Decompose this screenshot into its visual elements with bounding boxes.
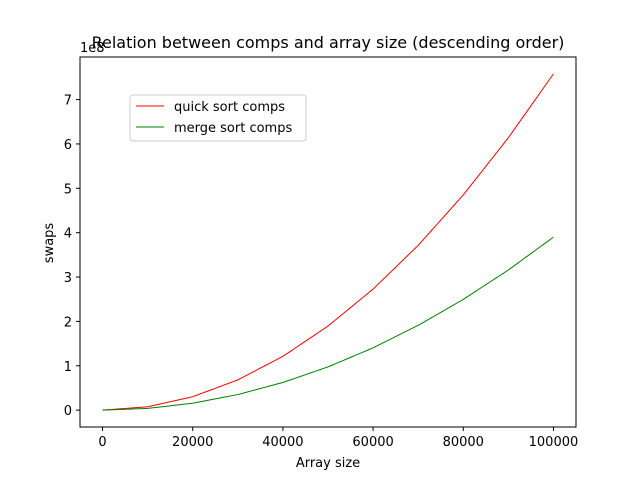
chart-title: Relation between comps and array size (d… [92, 33, 565, 52]
y-tick-label: 6 [64, 138, 72, 153]
plot-area [102, 73, 554, 411]
x-tick-label: 0 [98, 435, 106, 450]
series-line-1 [102, 236, 554, 411]
y-tick-label: 5 [64, 182, 72, 197]
legend-label-merge-sort: merge sort comps [174, 121, 292, 136]
y-tick-label: 2 [64, 315, 72, 330]
x-tick-label: 100000 [529, 435, 579, 450]
axes: 0 20000 40000 60000 80000 100000 0 1 2 3 4 5 6 7 [64, 56, 579, 450]
x-tick-label: 40000 [262, 435, 303, 450]
legend: quick sort comps merge sort comps [129, 94, 307, 142]
y-offset-text: 1e8 [80, 41, 105, 56]
y-tick-label: 3 [64, 271, 72, 286]
x-tick-label: 60000 [352, 435, 393, 450]
series-line-0 [102, 73, 554, 411]
axes-frame [79, 56, 577, 428]
legend-box [129, 94, 307, 142]
legend-label-quick-sort: quick sort comps [174, 100, 285, 115]
x-tick-label: 80000 [443, 435, 484, 450]
y-tick-label: 4 [64, 227, 72, 242]
x-tick-label: 20000 [172, 435, 213, 450]
y-axis-label: swaps [42, 223, 57, 264]
y-tick-label: 1 [64, 360, 72, 375]
y-tick-label: 0 [64, 404, 72, 419]
y-tick-label: 7 [64, 94, 72, 109]
x-axis-label: Array size [296, 456, 360, 471]
